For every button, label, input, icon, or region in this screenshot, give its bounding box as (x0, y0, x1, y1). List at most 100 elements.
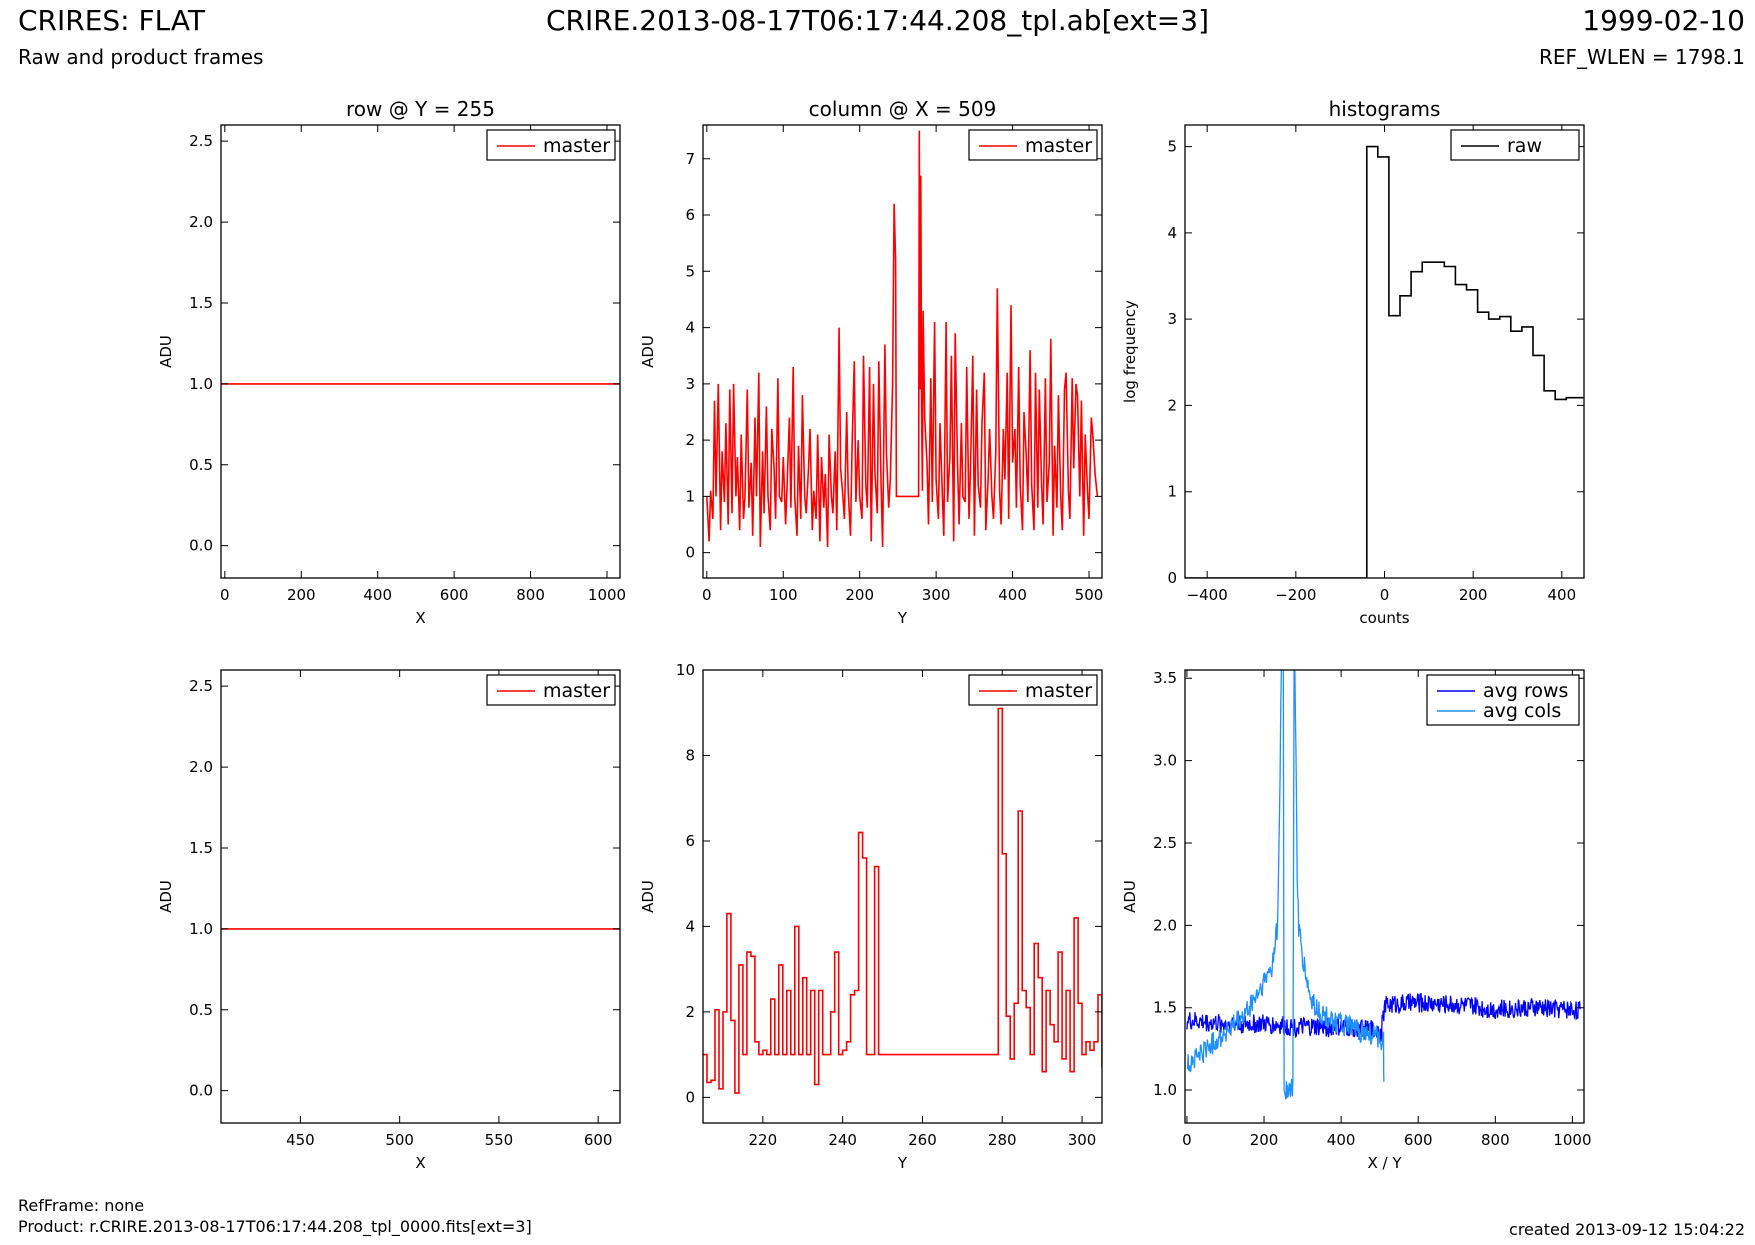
x-tick-label: 400 (1548, 586, 1577, 604)
x-tick-label: 300 (1068, 1131, 1097, 1149)
y-tick-label: 1 (685, 487, 695, 505)
x-tick-label: 0 (702, 586, 712, 604)
x-tick-label: −400 (1187, 586, 1228, 604)
x-tick-label: 280 (988, 1131, 1017, 1149)
x-axis-label: counts (1359, 609, 1409, 627)
y-tick-label: 2.0 (189, 758, 213, 776)
series-raw-line (1185, 145, 1584, 578)
x-tick-label: 300 (922, 586, 951, 604)
legend: master (968, 129, 1098, 161)
legend-label: master (1025, 135, 1092, 157)
x-tick-label: 200 (287, 586, 316, 604)
legend: master (968, 674, 1098, 706)
y-axis-label: ADU (639, 880, 657, 913)
axes-frame (702, 669, 1103, 1124)
x-tick-label: 400 (998, 586, 1027, 604)
chart-panel-2: 0 100 200 300 400 500 0 1 2 3 4 5 6 7 column @ X = 509… (639, 97, 1103, 627)
y-tick-label: 2.0 (189, 213, 213, 231)
y-tick-label: 1.5 (189, 294, 213, 312)
x-tick-label: 1000 (1553, 1131, 1591, 1149)
x-tick-label: 450 (286, 1131, 315, 1149)
axes-frame (220, 124, 621, 579)
x-tick-label: 500 (385, 1131, 414, 1149)
x-axis-label: X (415, 609, 425, 627)
x-tick-label: 600 (1404, 1131, 1433, 1149)
y-tick-label: 6 (685, 206, 695, 224)
y-tick-label: 0 (1167, 569, 1177, 587)
y-tick-label: 6 (685, 832, 695, 850)
x-tick-label: 100 (769, 586, 798, 604)
y-tick-label: 0 (685, 544, 695, 562)
legend: master (486, 674, 616, 706)
x-tick-label: 240 (828, 1131, 857, 1149)
y-tick-label: 8 (685, 746, 695, 764)
series-master-line (706, 130, 1099, 548)
y-tick-label: 0.0 (189, 537, 213, 555)
y-tick-label: 2.5 (1153, 834, 1177, 852)
chart-panel-6: 0 200 400 600 800 1000 1.0 1.5 2.0 2.5 3.0 3.5 X / Y… (1121, 669, 1592, 1172)
legend-label: avg rows (1483, 680, 1568, 702)
x-axis-label: X / Y (1367, 1154, 1402, 1172)
date-label: 1999-02-10 (1582, 4, 1745, 37)
x-tick-label: 200 (1459, 586, 1488, 604)
y-tick-label: 0.5 (189, 1001, 213, 1019)
x-tick-label: 0 (1182, 1131, 1192, 1149)
y-tick-label: 1.0 (189, 375, 213, 393)
y-tick-label: 2.5 (189, 677, 213, 695)
legend-label: master (1025, 680, 1092, 702)
x-tick-label: 1000 (588, 586, 626, 604)
series-master-line (703, 707, 1102, 1094)
x-tick-label: −200 (1275, 586, 1316, 604)
y-tick-label: 3.5 (1153, 669, 1177, 687)
y-tick-label: 1.5 (189, 839, 213, 857)
footer-product: Product: r.CRIRE.2013-08-17T06:17:44.208… (18, 1217, 532, 1236)
legend: master (486, 129, 616, 161)
y-tick-label: 3 (685, 375, 695, 393)
x-tick-label: 800 (516, 586, 545, 604)
x-tick-label: 500 (1075, 586, 1104, 604)
y-tick-label: 5 (685, 262, 695, 280)
y-tick-label: 2.0 (1153, 916, 1177, 934)
legend-label: master (543, 135, 610, 157)
y-tick-label: 1 (1167, 483, 1177, 501)
x-tick-label: 550 (485, 1131, 514, 1149)
chart-panel-5: 220 240 260 280 300 0 2 4 6 8 10 Y ADU master (639, 661, 1103, 1172)
x-tick-label: 400 (1327, 1131, 1356, 1149)
x-tick-label: 400 (363, 586, 392, 604)
y-tick-label: 1.5 (1153, 999, 1177, 1017)
legend-label: raw (1507, 135, 1542, 157)
page-subtitle: Raw and product frames (18, 45, 264, 69)
axes-frame (1184, 669, 1585, 1124)
series-avg-rows-line (1186, 993, 1581, 1044)
file-title: CRIRE.2013-08-17T06:17:44.208_tpl.ab[ext… (545, 4, 1209, 37)
x-axis-label: Y (897, 1154, 908, 1172)
y-axis-label: ADU (157, 880, 175, 913)
x-tick-label: 800 (1481, 1131, 1510, 1149)
y-tick-label: 4 (685, 319, 695, 337)
y-tick-label: 5 (1167, 138, 1177, 156)
y-tick-label: 3 (1167, 310, 1177, 328)
y-tick-label: 0.5 (189, 456, 213, 474)
y-axis-label: ADU (1121, 880, 1139, 913)
y-tick-label: 2.5 (189, 132, 213, 150)
x-tick-label: 200 (1250, 1131, 1279, 1149)
chart-title: row @ Y = 255 (346, 97, 495, 121)
y-tick-label: 2 (685, 431, 695, 449)
y-tick-label: 3.0 (1153, 752, 1177, 770)
x-tick-label: 0 (220, 586, 230, 604)
y-tick-label: 2 (1167, 396, 1177, 414)
y-axis-label: ADU (157, 335, 175, 368)
series-avg-cols-line (1186, 670, 1385, 1100)
y-tick-label: 2 (685, 1003, 695, 1021)
y-tick-label: 1.0 (189, 920, 213, 938)
chart-panel-1: 0 200 400 600 800 1000 0.0 0.5 1.0 1.5 2.0 2.5 row @… (157, 97, 626, 627)
x-tick-label: 600 (584, 1131, 613, 1149)
axes-frame (702, 124, 1103, 579)
y-tick-label: 0.0 (189, 1082, 213, 1100)
x-axis-label: X (415, 1154, 425, 1172)
x-tick-label: 600 (440, 586, 469, 604)
axes-frame (220, 669, 621, 1124)
y-tick-label: 4 (685, 917, 695, 935)
